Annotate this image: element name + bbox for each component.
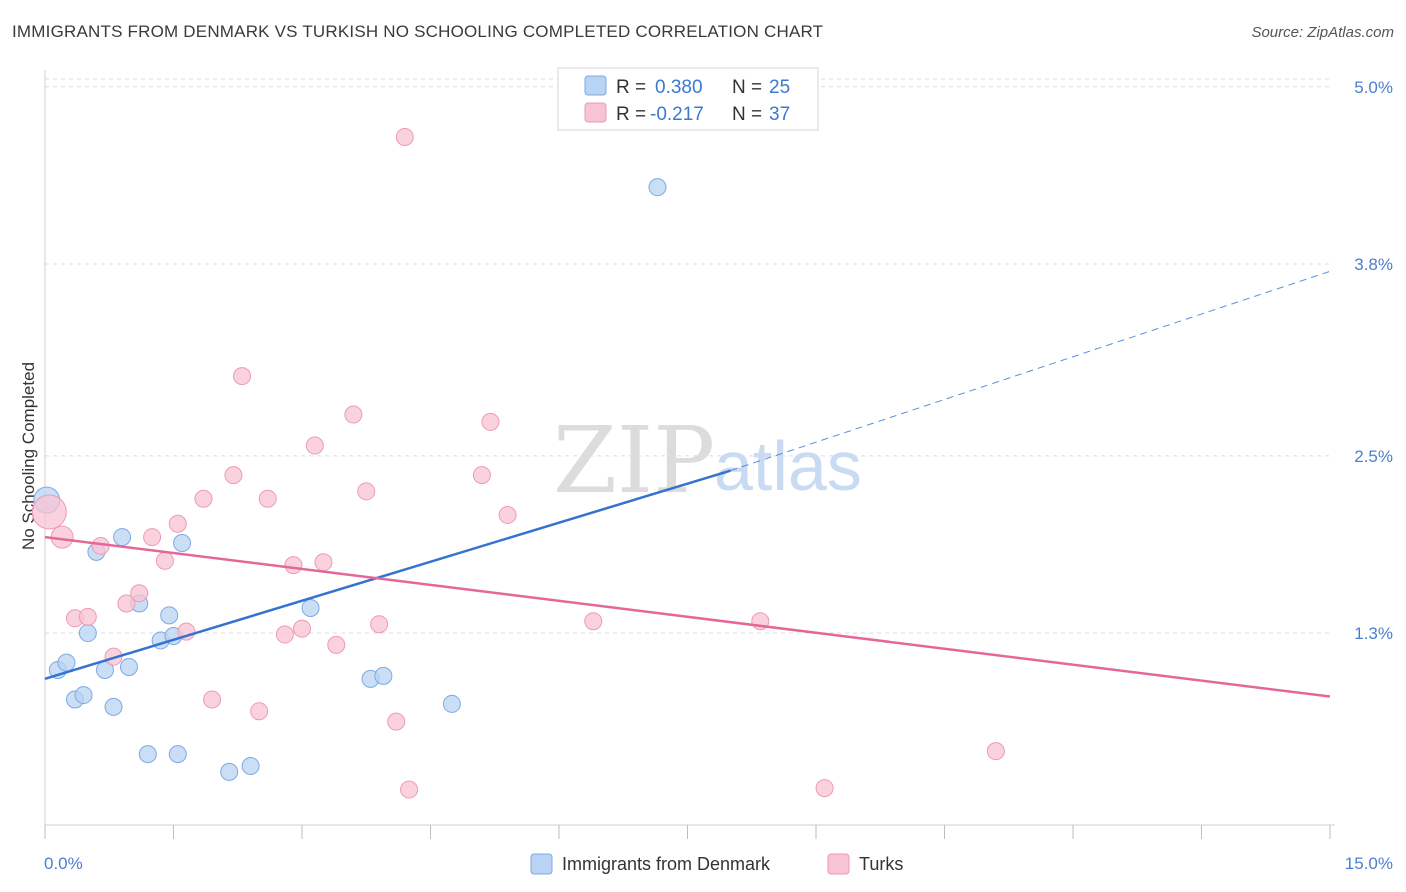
data-point-turks xyxy=(250,702,269,721)
y-tick-label: 3.8% xyxy=(1354,255,1393,274)
series-legend: Immigrants from Denmark Turks xyxy=(530,853,903,875)
data-point-denmark xyxy=(301,598,320,617)
data-point-turks xyxy=(194,489,213,508)
data-point-turks xyxy=(400,780,419,799)
data-point-turks xyxy=(258,489,277,508)
data-point-turks xyxy=(155,551,174,570)
data-point-turks xyxy=(986,742,1005,761)
data-point-denmark xyxy=(74,686,93,705)
scatter-points xyxy=(31,127,1005,799)
legend-swatch-blue xyxy=(584,75,607,96)
data-point-turks xyxy=(293,619,311,638)
bottom-legend-label-turks: Turks xyxy=(859,854,903,874)
data-point-turks xyxy=(395,127,414,146)
trend-lines xyxy=(44,270,1331,698)
correlation-legend: R = 0.380 N = 25 R = -0.217 N = 37 xyxy=(557,67,819,131)
data-point-turks xyxy=(357,482,376,501)
legend-r-label-2: R = xyxy=(616,104,646,125)
data-point-turks xyxy=(314,553,333,572)
legend-n-value-2: 37 xyxy=(769,104,790,125)
data-point-denmark xyxy=(104,697,123,716)
data-point-turks xyxy=(305,436,324,455)
watermark-atlas: atlas xyxy=(714,427,862,505)
data-point-denmark xyxy=(78,624,97,643)
x-tick-label-max: 15.0% xyxy=(1345,854,1393,873)
data-point-turks xyxy=(31,494,67,530)
legend-n-label-2: N = xyxy=(732,104,762,125)
legend-n-label-1: N = xyxy=(732,77,762,98)
data-point-turks xyxy=(168,514,187,533)
data-point-turks xyxy=(387,712,406,731)
trend-line-turks xyxy=(44,535,1331,698)
data-point-turks xyxy=(224,466,243,485)
data-point-turks xyxy=(498,505,517,524)
source-label: Source: ZipAtlas.com xyxy=(1251,24,1394,41)
data-point-turks xyxy=(78,607,97,626)
data-point-turks xyxy=(472,466,491,485)
data-point-turks xyxy=(143,528,162,547)
data-point-denmark xyxy=(220,762,239,781)
legend-r-value-1: 0.380 xyxy=(655,77,703,98)
legend-swatch-pink xyxy=(584,102,607,123)
trend-line-denmark xyxy=(44,469,731,681)
data-point-turks xyxy=(370,615,389,634)
data-point-denmark xyxy=(119,658,138,677)
data-point-denmark xyxy=(168,745,187,764)
data-point-turks xyxy=(344,405,363,424)
y-tick-label: 1.3% xyxy=(1354,624,1393,643)
bottom-legend-swatch-blue xyxy=(530,853,553,875)
watermark-zip: ZIP xyxy=(553,407,715,514)
data-point-turks xyxy=(815,779,834,798)
data-point-denmark xyxy=(374,666,393,685)
data-point-turks xyxy=(203,690,222,709)
y-axis-title: No Schooling Completed xyxy=(19,362,38,550)
legend-n-value-1: 25 xyxy=(769,77,790,98)
legend-r-value-2: -0.217 xyxy=(650,104,704,125)
data-point-turks xyxy=(130,584,149,603)
data-point-turks xyxy=(233,367,252,386)
data-point-turks xyxy=(117,594,136,613)
gridlines xyxy=(45,78,1330,634)
chart-title: IMMIGRANTS FROM DENMARK VS TURKISH NO SC… xyxy=(12,22,824,41)
data-point-turks xyxy=(584,612,603,631)
data-point-denmark xyxy=(173,533,192,552)
data-point-denmark xyxy=(442,694,461,713)
x-axis-ticks xyxy=(44,825,1331,839)
data-point-turks xyxy=(275,625,294,644)
y-tick-label: 2.5% xyxy=(1354,447,1393,466)
legend-r-label-1: R = xyxy=(616,77,646,98)
y-tick-labels: 1.3% 2.5% 3.8% 5.0% xyxy=(1354,78,1393,643)
data-point-turks xyxy=(327,635,346,654)
data-point-turks xyxy=(284,556,303,575)
data-point-denmark xyxy=(138,745,157,764)
x-tick-label-min: 0.0% xyxy=(44,854,83,873)
trend-line-denmark-extension xyxy=(730,270,1331,472)
data-point-denmark xyxy=(160,606,179,625)
data-point-denmark xyxy=(241,756,260,775)
data-point-turks xyxy=(481,412,500,431)
data-point-denmark xyxy=(648,178,667,197)
bottom-legend-swatch-pink xyxy=(827,853,850,875)
bottom-legend-label-denmark: Immigrants from Denmark xyxy=(562,854,771,874)
data-point-denmark xyxy=(57,653,76,672)
data-point-denmark xyxy=(113,528,132,547)
y-tick-label: 5.0% xyxy=(1354,78,1393,97)
